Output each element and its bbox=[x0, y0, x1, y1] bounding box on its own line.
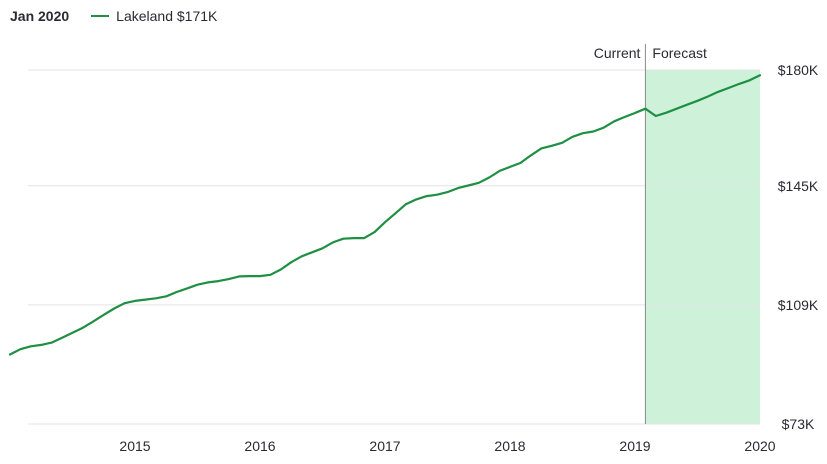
y-axis-ticks: $180K $145K $109K $73K bbox=[778, 62, 819, 432]
legend-swatch-lakeland bbox=[91, 15, 110, 17]
date-label: Jan 2020 bbox=[10, 8, 70, 24]
current-label: Current bbox=[594, 45, 641, 61]
y-tick-label: $180K bbox=[778, 62, 819, 78]
x-tick-label: 2016 bbox=[244, 438, 275, 454]
forecast-band bbox=[645, 70, 760, 424]
y-tick-label: $109K bbox=[778, 297, 819, 313]
series-line-lakeland[interactable] bbox=[8, 74, 762, 356]
legend[interactable]: Lakeland $171K bbox=[91, 8, 217, 24]
chart-header: Jan 2020 Lakeland $171K bbox=[10, 6, 217, 26]
x-axis-ticks: 2015 2016 2017 2018 2019 2020 bbox=[119, 438, 775, 454]
x-tick-label: 2017 bbox=[369, 438, 400, 454]
y-tick-label: $145K bbox=[778, 178, 819, 194]
x-tick-label: 2018 bbox=[494, 438, 525, 454]
forecast-label: Forecast bbox=[652, 45, 707, 61]
grid-lines bbox=[28, 69, 760, 425]
forecast-region bbox=[645, 70, 760, 424]
x-tick-label: 2015 bbox=[119, 438, 150, 454]
y-tick-label: $73K bbox=[782, 416, 815, 432]
x-tick-label: 2019 bbox=[619, 438, 650, 454]
x-tick-label: 2020 bbox=[744, 438, 775, 454]
legend-label-lakeland: Lakeland $171K bbox=[116, 8, 218, 24]
